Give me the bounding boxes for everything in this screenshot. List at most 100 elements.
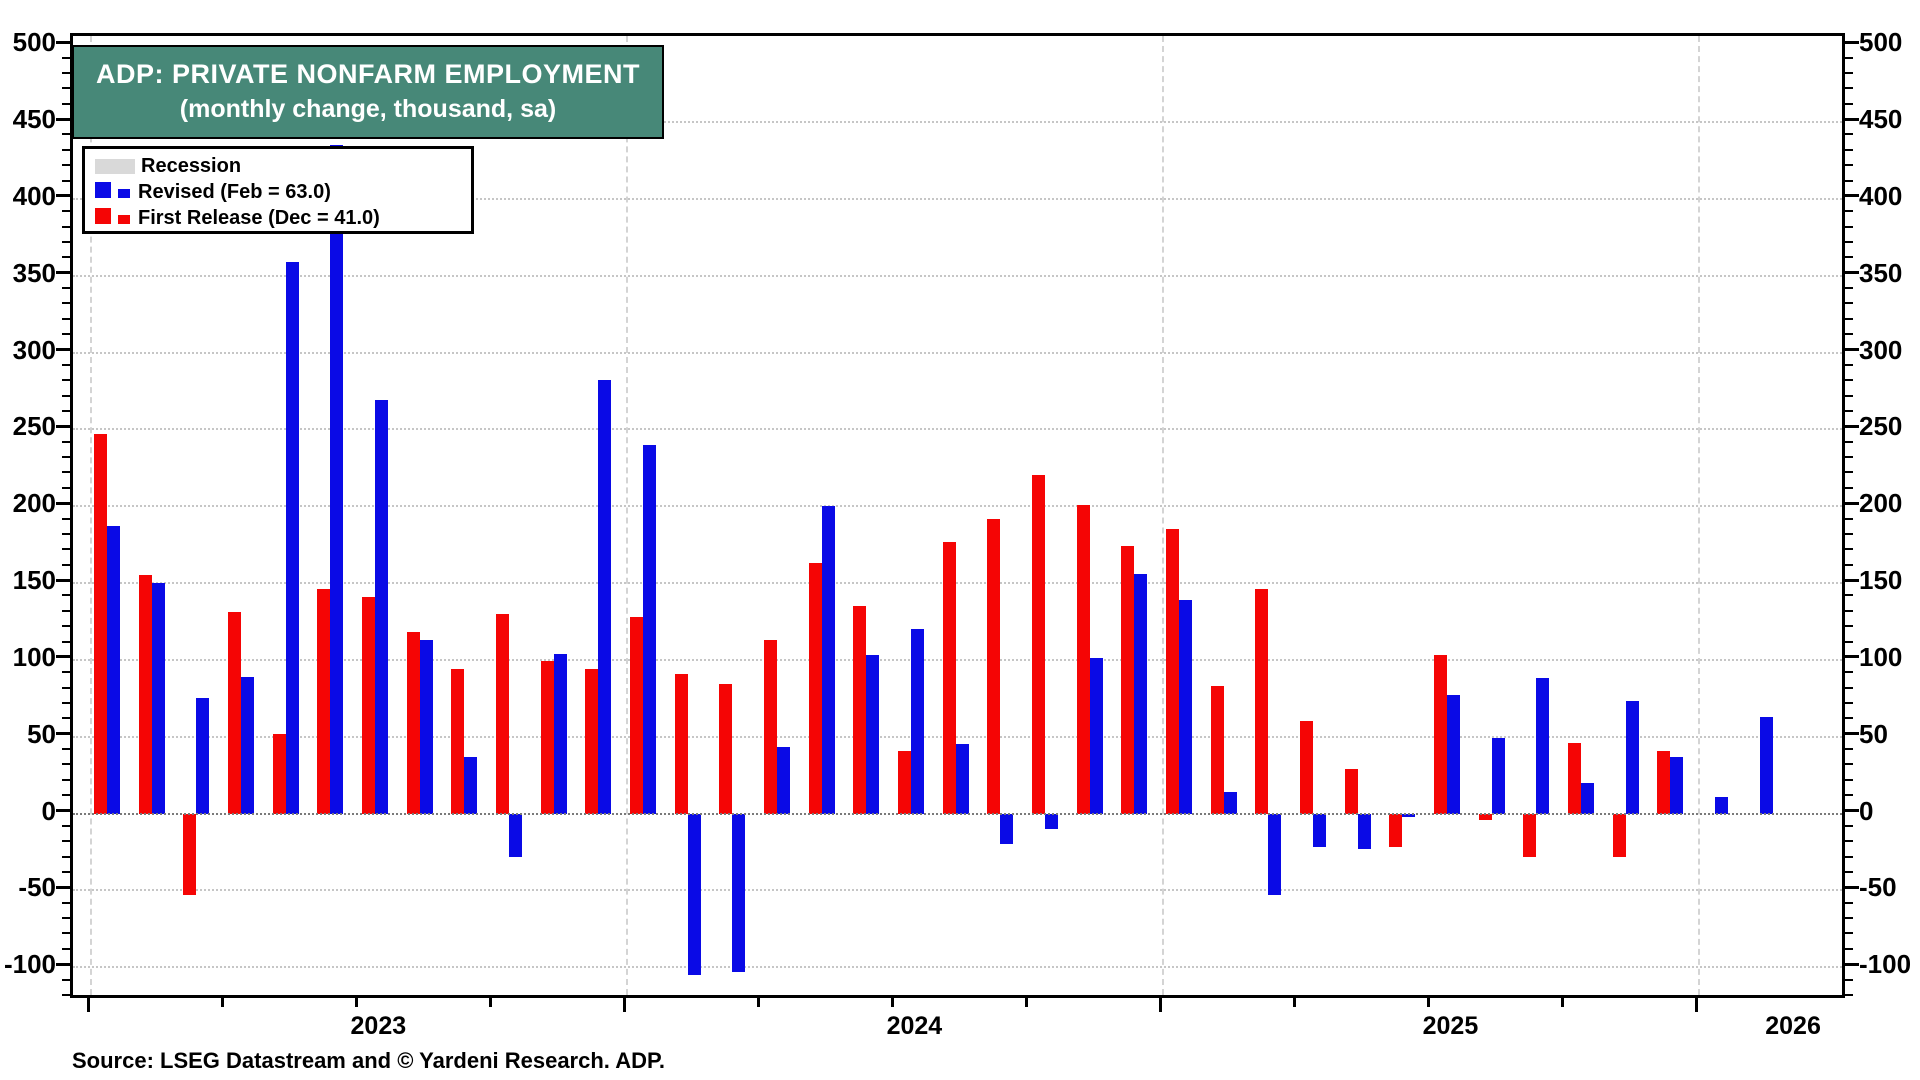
y-gridline: [73, 428, 1842, 431]
y-axis-tick: [62, 179, 70, 182]
y-axis-tick: [1845, 947, 1853, 950]
y-axis-label-right: 100: [1859, 641, 1903, 672]
y-axis-tick: [62, 671, 70, 674]
bar-first-release: [1657, 750, 1671, 814]
year-gridline: [90, 36, 92, 995]
y-axis-tick: [1845, 671, 1853, 674]
bar-first-release: [317, 589, 331, 814]
bar-first-release: [942, 541, 956, 814]
y-axis-tick: [1845, 501, 1859, 505]
y-axis-tick: [1845, 40, 1859, 44]
bar-revised: [1670, 756, 1684, 814]
y-axis-tick: [62, 947, 70, 950]
x-axis-tick: [1426, 998, 1430, 1007]
bar-first-release: [1434, 655, 1448, 814]
bar-revised: [375, 400, 389, 814]
bar-first-release: [406, 632, 420, 814]
y-axis-label-right: 350: [1859, 257, 1903, 288]
bar-first-release: [272, 733, 286, 814]
y-axis-tick: [1845, 210, 1853, 213]
bar-revised: [866, 655, 880, 814]
y-axis-tick: [1845, 117, 1859, 121]
y-axis-label-right: 450: [1859, 104, 1903, 135]
y-gridline: [73, 735, 1842, 738]
y-axis-tick: [1845, 394, 1853, 397]
y-axis-tick: [1845, 87, 1853, 90]
y-axis-label-right: 150: [1859, 565, 1903, 596]
y-axis-tick: [1845, 625, 1853, 628]
bar-revised: [1357, 813, 1371, 849]
y-axis-label-left: 250: [12, 411, 56, 442]
y-axis-tick: [1845, 194, 1859, 198]
x-axis-year-label: 2024: [886, 1012, 943, 1040]
y-axis-tick: [62, 317, 70, 320]
bar-first-release: [764, 639, 778, 814]
bar-revised: [1625, 701, 1639, 814]
y-axis-tick: [1845, 809, 1859, 813]
chart-subtitle: (monthly change, thousand, sa): [179, 95, 557, 123]
y-axis-tick: [56, 962, 70, 966]
year-gridline: [1162, 36, 1165, 995]
y-axis-tick: [1845, 717, 1853, 720]
y-axis-tick: [62, 917, 70, 920]
bar-first-release: [1568, 742, 1582, 814]
x-axis-tick: [756, 998, 760, 1007]
y-axis-label-right: 50: [1859, 718, 1888, 749]
y-axis-tick: [1845, 348, 1859, 352]
y-axis-tick: [62, 71, 70, 74]
bar-first-release: [674, 673, 688, 814]
y-axis-label-right: -100: [1859, 949, 1912, 980]
chart-title-box: ADP: PRIVATE NONFARM EMPLOYMENT (monthly…: [72, 45, 664, 139]
y-axis-tick: [62, 625, 70, 628]
y-axis-tick: [1845, 778, 1853, 781]
y-axis-label-right: 200: [1859, 488, 1903, 519]
y-axis-tick: [1845, 133, 1853, 136]
bar-first-release: [719, 684, 733, 814]
y-axis-tick: [1845, 824, 1853, 827]
y-axis-tick: [62, 824, 70, 827]
bar-revised: [1447, 695, 1461, 814]
bar-first-release: [1032, 475, 1046, 814]
legend-label-revised: Revised (Feb = 63.0): [138, 181, 331, 203]
y-axis-tick: [1845, 517, 1853, 520]
bar-revised: [821, 506, 835, 814]
bar-revised: [330, 145, 344, 814]
y-axis-label-left: 150: [12, 565, 56, 596]
y-axis-tick: [62, 164, 70, 167]
bar-revised: [1000, 813, 1014, 845]
x-axis-year-label: 2026: [1765, 1012, 1821, 1040]
bar-revised: [464, 756, 478, 814]
y-gridline: [73, 351, 1842, 354]
bar-revised: [419, 639, 433, 814]
y-axis-tick: [1845, 763, 1853, 766]
y-axis-tick: [1845, 609, 1853, 612]
bar-first-release: [451, 669, 465, 814]
y-axis-tick: [62, 240, 70, 243]
zero-line: [73, 812, 1842, 815]
bar-first-release: [898, 750, 912, 814]
y-axis-label-left: 400: [12, 180, 56, 211]
bar-first-release: [94, 433, 107, 814]
y-axis-tick: [1845, 317, 1853, 320]
bar-first-release: [987, 518, 1001, 814]
y-axis-label-left: 500: [12, 27, 56, 58]
x-axis-tick: [354, 998, 358, 1007]
y-gridline: [73, 966, 1842, 969]
y-axis-tick: [62, 456, 70, 459]
bar-first-release: [630, 616, 644, 814]
bar-revised: [598, 380, 612, 814]
y-axis-tick: [1845, 363, 1853, 366]
bar-revised: [1581, 782, 1595, 814]
bar-revised: [1759, 716, 1773, 814]
bar-first-release: [138, 575, 152, 814]
bar-first-release: [1523, 813, 1537, 857]
year-gridline: [1698, 36, 1701, 995]
bar-revised: [777, 747, 791, 814]
x-axis-tick: [1292, 998, 1296, 1007]
x-axis-tick: [220, 998, 224, 1007]
y-axis-label-right: 500: [1859, 27, 1903, 58]
y-axis-tick: [1845, 102, 1853, 105]
bar-first-release: [808, 563, 822, 814]
x-axis-tick: [890, 998, 894, 1007]
